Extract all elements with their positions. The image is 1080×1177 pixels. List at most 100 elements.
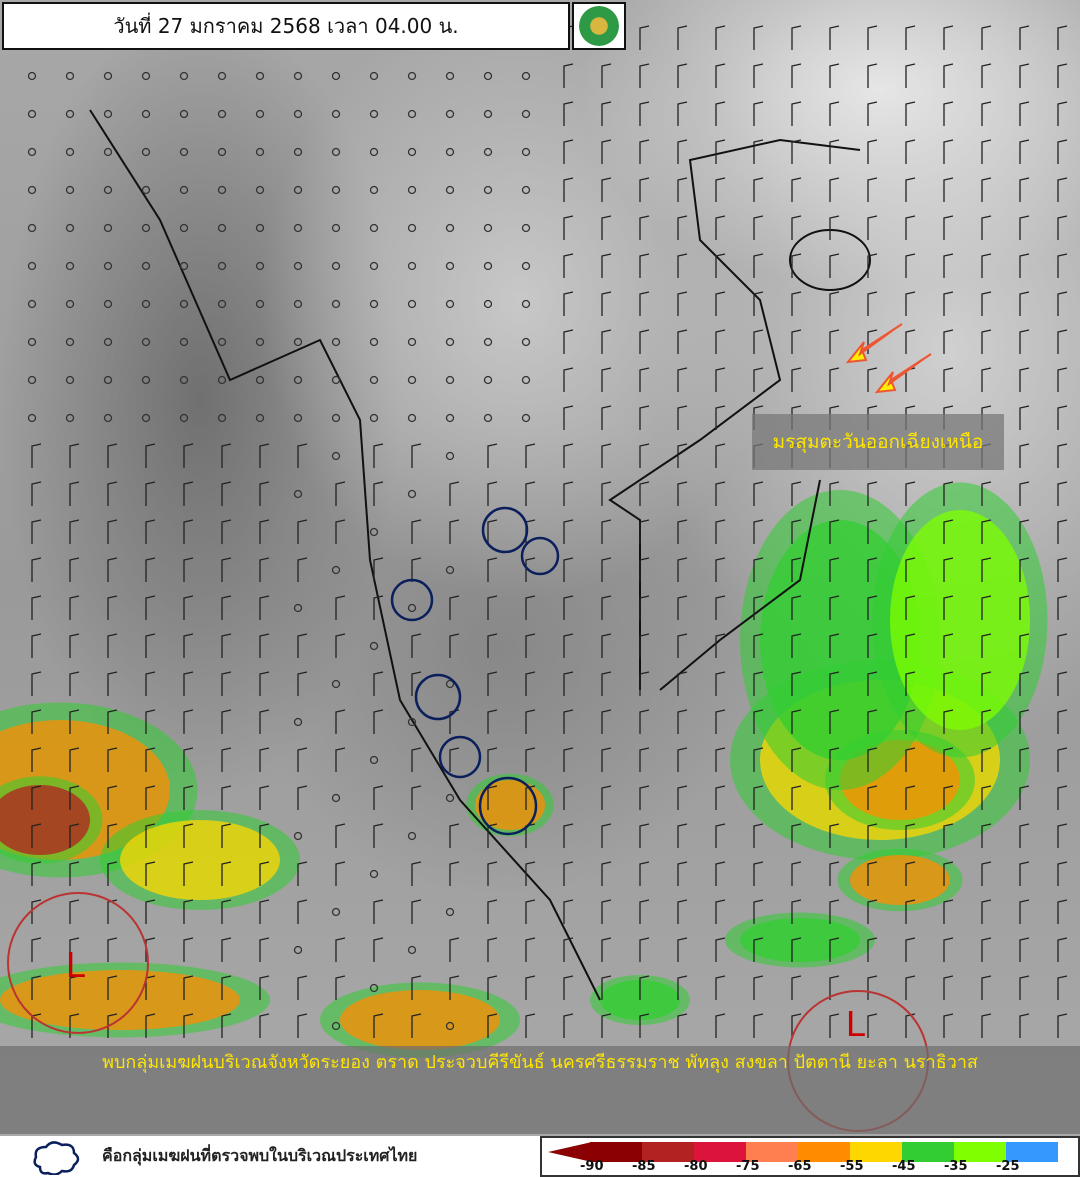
wind-barb [943, 1013, 954, 1038]
wind-barb [297, 1013, 308, 1038]
cloud-convection [0, 970, 240, 1030]
wind-barb [563, 861, 574, 886]
wind-barb [259, 861, 270, 886]
calm-wind-circle [27, 71, 37, 81]
rain-cloud-outline [414, 673, 462, 721]
monsoon-arrow-icon [874, 353, 932, 394]
wind-barb [31, 595, 42, 620]
calm-wind-circle [445, 1021, 455, 1031]
wind-barb [1019, 291, 1030, 316]
wind-barb [905, 519, 916, 544]
wind-barb [221, 1013, 232, 1038]
wind-barb [31, 481, 42, 506]
calm-wind-circle [521, 185, 531, 195]
wind-barb [145, 595, 156, 620]
wind-barb [373, 823, 384, 848]
calm-wind-circle [407, 299, 417, 309]
scale-label: -55 [840, 1159, 864, 1174]
calm-wind-circle [141, 109, 151, 119]
wind-barb [981, 139, 992, 164]
wind-barb [639, 291, 650, 316]
calm-wind-circle [103, 147, 113, 157]
wind-barb [981, 671, 992, 696]
calm-wind-circle [483, 185, 493, 195]
calm-wind-circle [179, 375, 189, 385]
wind-barb [639, 709, 650, 734]
wind-barb [563, 519, 574, 544]
wind-barb [943, 519, 954, 544]
wind-barb [449, 481, 460, 506]
calm-wind-circle [331, 413, 341, 423]
wind-barb [373, 709, 384, 734]
wind-barb [601, 557, 612, 582]
wind-barb [753, 747, 764, 772]
calm-wind-circle [255, 147, 265, 157]
wind-barb [107, 671, 118, 696]
wind-barb [1019, 481, 1030, 506]
wind-barb [829, 139, 840, 164]
wind-barb [563, 937, 574, 962]
wind-barb [791, 861, 802, 886]
calm-wind-circle [293, 109, 303, 119]
wind-barb [335, 747, 346, 772]
wind-barb [753, 519, 764, 544]
wind-barb [487, 481, 498, 506]
wind-barb [69, 785, 80, 810]
wind-barb [69, 443, 80, 468]
wind-barb [107, 785, 118, 810]
wind-barb [943, 481, 954, 506]
calm-wind-circle [27, 261, 37, 271]
wind-barb [601, 899, 612, 924]
calm-wind-circle [369, 869, 379, 879]
wind-barb [69, 709, 80, 734]
wind-barb [905, 1013, 916, 1038]
cloud-legend: คือกลุ่มเมฆฝนที่ตรวจพบในบริเวณประเทศไทย [0, 1136, 540, 1177]
wind-barb [69, 481, 80, 506]
wind-barb [677, 823, 688, 848]
wind-barb [867, 937, 878, 962]
wind-barb [259, 443, 270, 468]
calm-wind-circle [483, 299, 493, 309]
wind-barb [449, 975, 460, 1000]
calm-wind-circle [27, 109, 37, 119]
wind-barb [1057, 519, 1068, 544]
scale-label: -25 [996, 1159, 1020, 1174]
wind-barb [601, 215, 612, 240]
wind-barb [1057, 291, 1068, 316]
wind-barb [981, 25, 992, 50]
wind-barb [1019, 443, 1030, 468]
wind-barb [1057, 747, 1068, 772]
wind-barb [601, 101, 612, 126]
wind-barb [791, 1013, 802, 1038]
calm-wind-circle [293, 261, 303, 271]
wind-barb [905, 671, 916, 696]
wind-barb [31, 861, 42, 886]
wind-barb [753, 823, 764, 848]
calm-wind-circle [521, 261, 531, 271]
wind-barb [1057, 63, 1068, 88]
wind-barb [107, 937, 118, 962]
wind-barb [411, 519, 422, 544]
wind-barb [829, 481, 840, 506]
wind-barb [601, 671, 612, 696]
wind-barb [487, 519, 498, 544]
wind-barb [1019, 405, 1030, 430]
temperature-scale: -90 -85 -80 -75 -65 -55 -45 -35 -25 [540, 1136, 1080, 1177]
calm-wind-circle [27, 413, 37, 423]
cloud-convection [120, 820, 280, 900]
calm-wind-circle [521, 375, 531, 385]
wind-barb [487, 1013, 498, 1038]
wind-barb [791, 823, 802, 848]
calm-wind-circle [407, 945, 417, 955]
wind-barb [791, 519, 802, 544]
wind-barb [1019, 747, 1030, 772]
wind-barb [677, 25, 688, 50]
wind-barb [867, 291, 878, 316]
wind-barb [563, 481, 574, 506]
wind-barb [259, 785, 270, 810]
calm-wind-circle [407, 261, 417, 271]
wind-barb [563, 291, 574, 316]
wind-barb [259, 557, 270, 582]
calm-wind-circle [27, 299, 37, 309]
wind-barb [487, 709, 498, 734]
